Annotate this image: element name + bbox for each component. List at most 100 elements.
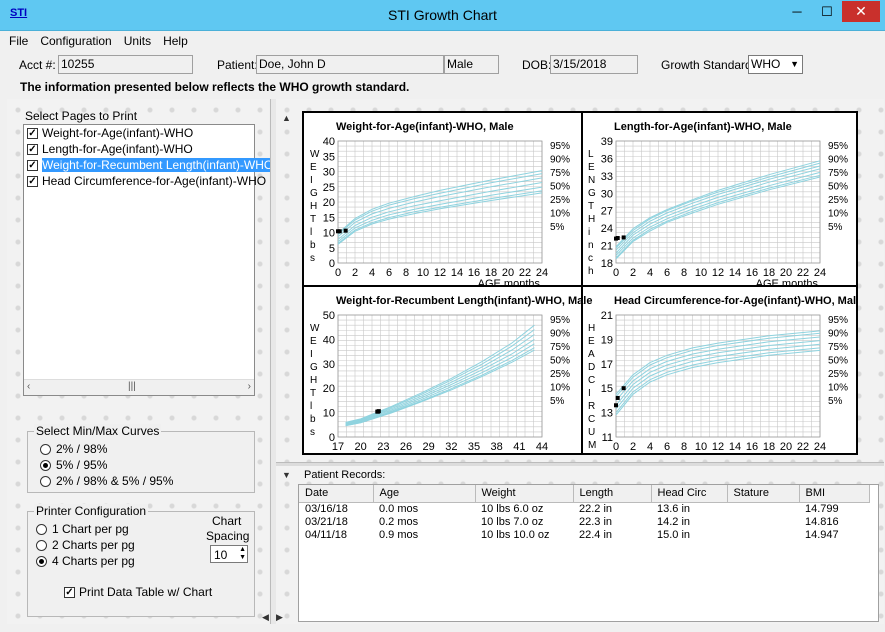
y-tick-label: 20 <box>323 383 335 395</box>
app-icon[interactable]: STI <box>10 7 28 19</box>
x-tick-label: 20 <box>355 441 367 453</box>
horizontal-splitter[interactable] <box>276 462 884 466</box>
cell-length: 22.4 in <box>579 528 613 541</box>
printer-option-2[interactable]: 2 Charts per pg <box>36 538 135 552</box>
y-tick-label: 19 <box>601 334 613 346</box>
scroll-down-icon[interactable]: ▼ <box>282 470 291 480</box>
curve-option-both[interactable]: 2% / 98% & 5% / 95% <box>40 474 173 488</box>
horizontal-scrollbar[interactable]: ‹ ||| › <box>24 379 254 395</box>
maximize-button[interactable]: ☐ <box>821 3 833 19</box>
percentile-label: 75% <box>550 342 570 353</box>
spacing-value: 10 <box>214 548 228 562</box>
menu-bar: File Configuration Units Help <box>3 32 194 50</box>
col-date[interactable]: Date <box>299 485 374 503</box>
minimize-button[interactable]: ─ <box>792 4 802 19</box>
cell-age: 0.2 mos <box>379 515 419 528</box>
percentile-curve-75pct <box>345 334 535 425</box>
table-row[interactable]: 04/11/18 0.9 mos 10 lbs 10.0 oz 22.4 in 15.0… <box>299 529 869 542</box>
close-button[interactable]: ✕ <box>842 1 880 22</box>
cell-bmi: 14.947 <box>805 528 839 541</box>
stepper-down-icon[interactable]: ▼ <box>239 554 246 561</box>
col-length[interactable]: Length <box>573 485 652 503</box>
scroll-grip-icon[interactable]: ||| <box>128 381 136 392</box>
radio-icon[interactable] <box>40 460 51 472</box>
checkbox-icon[interactable]: ✓ <box>64 586 75 599</box>
stepper-up-icon[interactable]: ▲ <box>239 546 246 553</box>
spacing-stepper[interactable]: 10 ▲ ▼ <box>210 545 248 563</box>
y-axis-letter: c <box>588 253 593 264</box>
checkbox-icon[interactable]: ✓ <box>27 143 38 156</box>
plot-frame <box>615 314 821 438</box>
curve-option-5-95[interactable]: 5% / 95% <box>40 458 107 472</box>
y-tick-label: 24 <box>601 223 613 235</box>
col-stature[interactable]: Stature <box>727 485 800 503</box>
left-pane: Select Pages to Print ✓ Weight-for-Age(in… <box>7 99 274 624</box>
scroll-right-icon[interactable]: ▶ <box>276 612 283 622</box>
sex-field[interactable]: Male <box>444 55 499 74</box>
page-item-head-circ[interactable]: ✓ Head Circumference-for-Age(infant)-WHO <box>27 174 267 188</box>
y-tick-label: 30 <box>323 359 335 371</box>
scroll-right-icon[interactable]: › <box>247 381 251 392</box>
col-age[interactable]: Age <box>373 485 476 503</box>
growth-standard-select[interactable]: WHO ▼ <box>748 55 803 74</box>
y-tick-label: 10 <box>323 228 335 240</box>
col-weight[interactable]: Weight <box>475 485 574 503</box>
radio-icon[interactable] <box>40 476 51 488</box>
y-axis-letter: T <box>310 388 316 399</box>
checkbox-icon[interactable]: ✓ <box>27 159 38 172</box>
y-tick-label: 40 <box>323 334 335 346</box>
menu-file[interactable]: File <box>9 34 29 48</box>
page-item-weight-for-length[interactable]: ✓ Weight-for-Recumbent Length(infant)-WHO <box>27 158 274 172</box>
y-tick-label: 21 <box>601 241 613 253</box>
table-row[interactable]: 03/21/18 0.2 mos 10 lbs 7.0 oz 22.3 in 14.2 … <box>299 516 869 529</box>
chevron-down-icon: ▼ <box>790 59 799 69</box>
y-axis-letter: H <box>588 323 595 334</box>
x-tick-label: 38 <box>491 441 503 453</box>
page-item-length-for-age[interactable]: ✓ Length-for-Age(infant)-WHO <box>27 142 193 156</box>
patient-name-field[interactable]: Doe, John D <box>256 55 444 74</box>
checkbox-icon[interactable]: ✓ <box>27 127 38 140</box>
dob-field[interactable]: 3/15/2018 <box>550 55 638 74</box>
printer-option-1[interactable]: 1 Chart per pg <box>36 522 129 536</box>
percentile-curve-90pct <box>337 173 543 235</box>
standard-notice: The information presented below reflects… <box>20 80 410 94</box>
acct-field[interactable]: 10255 <box>58 55 193 74</box>
scroll-left-icon[interactable]: ‹ <box>27 381 31 392</box>
y-axis-letter: W <box>310 149 320 160</box>
vertical-splitter[interactable] <box>270 99 276 624</box>
percentile-label: 50% <box>828 182 848 193</box>
pages-group: Select Pages to Print <box>19 109 259 395</box>
page-item-weight-for-age[interactable]: ✓ Weight-for-Age(infant)-WHO <box>27 126 194 140</box>
curve-option-2-98[interactable]: 2% / 98% <box>40 442 107 456</box>
radio-icon[interactable] <box>40 444 51 456</box>
col-head-circ[interactable]: Head Circ <box>651 485 728 503</box>
percentile-curve-50pct <box>345 338 535 425</box>
checkbox-icon[interactable]: ✓ <box>27 175 38 188</box>
percentile-label: 95% <box>828 141 848 152</box>
radio-icon[interactable] <box>36 540 47 552</box>
menu-units[interactable]: Units <box>123 34 152 48</box>
table-row[interactable]: 03/16/18 0.0 mos 10 lbs 6.0 oz 22.2 in 13.6 … <box>299 502 869 516</box>
y-axis-letter: A <box>588 349 595 360</box>
pages-list[interactable]: ✓ Weight-for-Age(infant)-WHO ✓ Length-for-… <box>23 124 274 396</box>
y-axis-letter: C <box>588 375 595 386</box>
radio-icon[interactable] <box>36 556 47 568</box>
col-bmi[interactable]: BMI <box>799 485 870 503</box>
printer-option-4[interactable]: 4 Charts per pg <box>36 554 135 568</box>
menu-configuration[interactable]: Configuration <box>40 34 112 48</box>
y-tick-label: 21 <box>601 310 613 322</box>
printer-group: Printer Configuration 1 Chart per pg 2 C… <box>27 504 255 617</box>
scroll-up-icon[interactable]: ▲ <box>282 113 291 123</box>
percentile-curve-90pct <box>615 332 821 398</box>
y-tick-label: 27 <box>601 206 613 218</box>
x-tick-label: 4 <box>647 441 653 453</box>
x-tick-label: 4 <box>647 267 653 279</box>
print-table-option[interactable]: ✓ Print Data Table w/ Chart <box>64 585 213 599</box>
y-tick-label: 0 <box>329 432 335 444</box>
radio-icon[interactable] <box>36 524 47 536</box>
y-axis-letter: D <box>588 362 595 373</box>
y-axis-letter: i <box>588 227 590 238</box>
menu-help[interactable]: Help <box>163 34 188 48</box>
scroll-left-icon[interactable]: ◀ <box>262 612 269 622</box>
